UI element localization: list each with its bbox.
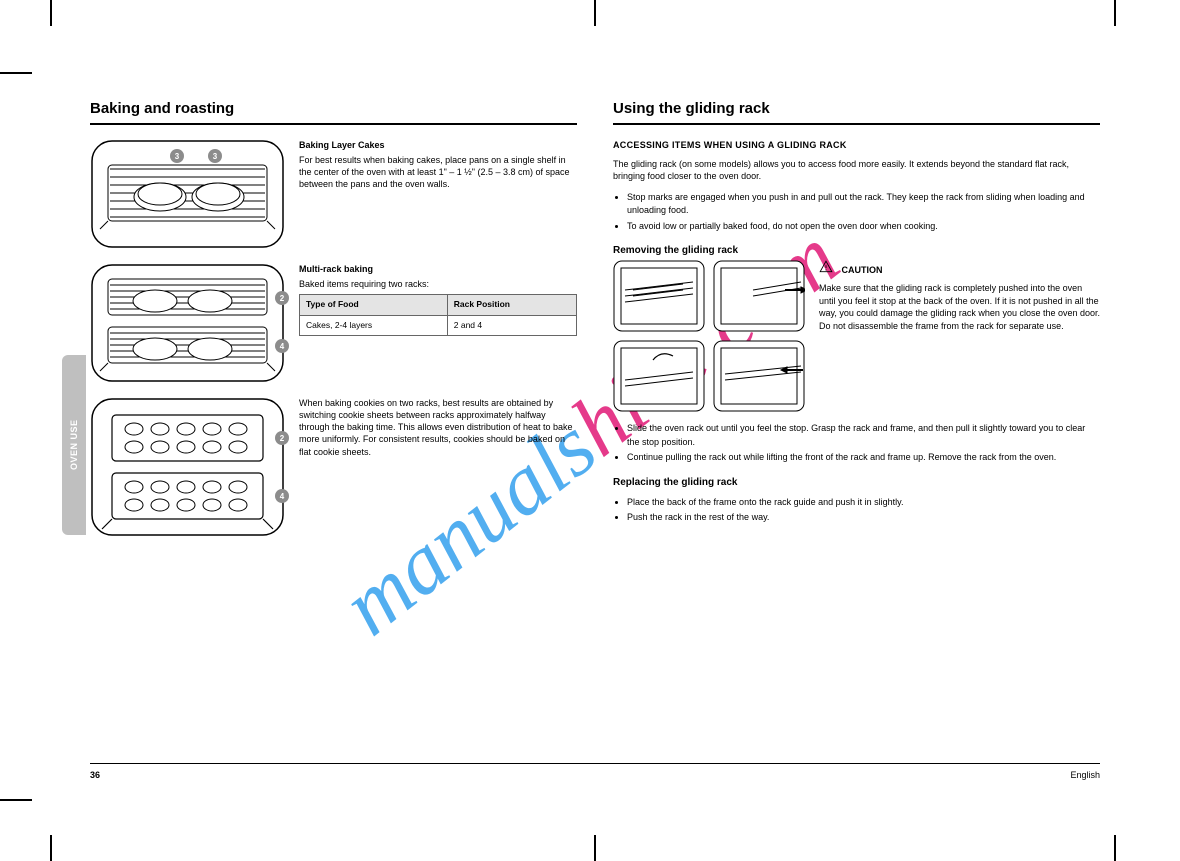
divider xyxy=(613,123,1100,125)
remove-heading: Removing the gliding rack xyxy=(613,245,1100,256)
step-3-illustration xyxy=(613,340,705,412)
remove-steps: Slide the oven rack out until you feel t… xyxy=(613,422,1100,465)
manual-page: OVEN USE Baking and roasting xyxy=(90,100,1100,780)
row3-text: When baking cookies on two racks, best r… xyxy=(299,397,577,458)
side-tab: OVEN USE xyxy=(62,355,86,535)
replace-heading: Replacing the gliding rack xyxy=(613,477,1100,488)
cookie-sheets-illustration: 2 4 xyxy=(90,397,285,537)
gliding-lead: ACCESSING ITEMS WHEN USING A GLIDING RAC… xyxy=(613,139,1100,152)
footer-lang: English xyxy=(1070,770,1100,780)
step-1-illustration xyxy=(613,260,705,332)
warning-icon xyxy=(819,260,833,274)
page-number: 36 xyxy=(90,770,100,780)
row-cookies: 2 4 When baking cookies on two racks, be… xyxy=(90,397,577,537)
step-illustrations xyxy=(613,260,805,412)
gliding-intro: The gliding rack (on some models) allows… xyxy=(613,158,1100,183)
rack-position-badge: 4 xyxy=(275,489,289,503)
row1-heading: Baking Layer Cakes xyxy=(299,139,577,151)
rack-position-table: Type of FoodRack Position Cakes, 2-4 lay… xyxy=(299,294,577,336)
right-column: Using the gliding rack ACCESSING ITEMS W… xyxy=(613,100,1100,740)
divider xyxy=(90,123,577,125)
step-2-illustration xyxy=(713,260,805,332)
right-title: Using the gliding rack xyxy=(613,100,1100,117)
left-title: Baking and roasting xyxy=(90,100,577,117)
rack-position-badge: 2 xyxy=(275,431,289,445)
replace-steps: Place the back of the frame onto the rac… xyxy=(613,496,1100,525)
row2-text: Baked items requiring two racks: xyxy=(299,278,577,290)
row1-text: For best results when baking cakes, plac… xyxy=(299,154,577,190)
caution-text: Make sure that the gliding rack is compl… xyxy=(819,282,1100,332)
rack-position-badge: 4 xyxy=(275,339,289,353)
row2-heading: Multi-rack baking xyxy=(299,263,577,275)
row-multirack: 2 4 Multi-rack baking Baked items requir… xyxy=(90,263,577,383)
rack-position-badge: 3 xyxy=(170,149,184,163)
rack-position-badge: 3 xyxy=(208,149,222,163)
page-footer: 36 English xyxy=(90,763,1100,780)
caution-label: CAUTION xyxy=(841,265,882,275)
gliding-bullets: Stop marks are engaged when you push in … xyxy=(613,191,1100,234)
left-column: Baking and roasting xyxy=(90,100,577,740)
rack-position-badge: 2 xyxy=(275,291,289,305)
remove-section: CAUTION Make sure that the gliding rack … xyxy=(613,260,1100,412)
step-4-illustration xyxy=(713,340,805,412)
two-rack-illustration: 2 4 xyxy=(90,263,285,383)
row-layer-cakes: 3 3 Baking Layer Cakes For best results … xyxy=(90,139,577,249)
single-rack-illustration: 3 3 xyxy=(90,139,285,249)
